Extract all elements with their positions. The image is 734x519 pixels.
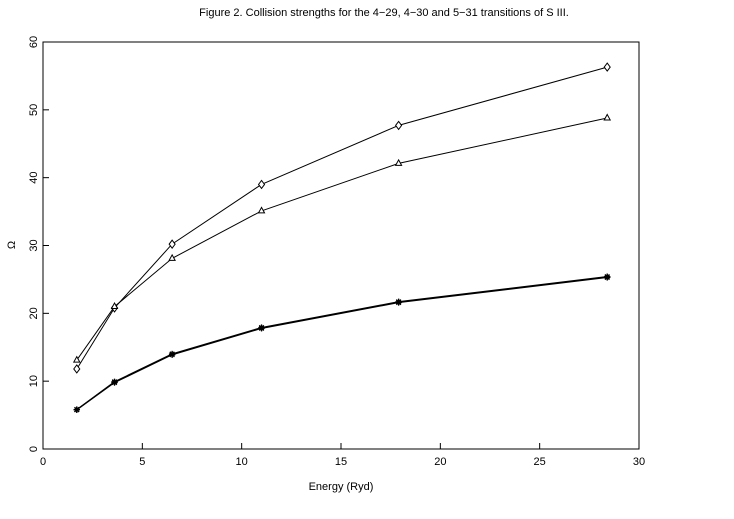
series-line [76, 117, 608, 361]
x-tick-label: 15 [335, 456, 347, 468]
y-tick-label: 0 [28, 446, 40, 452]
series-2 [72, 113, 612, 363]
x-axis-label: Energy (Ryd) [309, 481, 374, 493]
data-point-asterisk [168, 351, 176, 358]
data-point-diamond [603, 62, 611, 72]
x-tick-label: 10 [236, 456, 248, 468]
data-point-asterisk [604, 274, 611, 281]
data-point-triangle [257, 206, 266, 214]
data-point-asterisk [73, 406, 80, 413]
data-point-triangle [72, 355, 81, 363]
series-line [76, 276, 608, 411]
series-4 [73, 274, 611, 413]
data-point-diamond [73, 364, 81, 374]
series-layer [72, 62, 612, 413]
y-tick-label: 10 [28, 375, 40, 387]
y-tick-label: 30 [28, 239, 40, 251]
y-tick-label: 50 [28, 104, 40, 116]
x-tick-label: 0 [40, 456, 46, 468]
y-axis-label: Ω [6, 241, 18, 249]
plot-frame [42, 41, 640, 450]
data-point-asterisk [111, 379, 118, 386]
data-point-triangle [394, 158, 403, 166]
y-axis: 0 10 20 30 40 50 60 [28, 36, 49, 452]
series-line [76, 66, 608, 370]
x-axis: 0 5 10 15 20 25 30 [40, 443, 645, 468]
data-point-triangle [110, 302, 119, 310]
y-tick-label: 40 [28, 172, 40, 184]
data-point-diamond [257, 179, 266, 190]
data-point-triangle [603, 113, 612, 121]
y-tick-label: 60 [28, 36, 40, 48]
chart-title: Figure 2. Collision strengths for the 4−… [199, 7, 569, 19]
data-point-diamond [394, 120, 403, 131]
series-1 [73, 62, 611, 374]
data-point-asterisk [258, 325, 265, 332]
series-line [76, 276, 608, 411]
y-tick-label: 20 [28, 307, 40, 319]
x-tick-label: 5 [139, 456, 145, 468]
x-tick-label: 20 [434, 456, 446, 468]
data-point-asterisk [395, 299, 402, 306]
series-3 [73, 273, 611, 413]
data-point-triangle [168, 253, 176, 261]
x-tick-label: 30 [633, 456, 645, 468]
x-tick-label: 25 [534, 456, 546, 468]
data-point-diamond [168, 239, 176, 249]
